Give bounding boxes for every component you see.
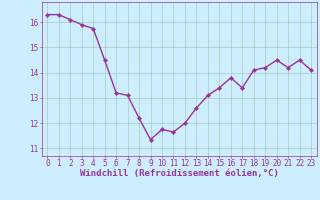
X-axis label: Windchill (Refroidissement éolien,°C): Windchill (Refroidissement éolien,°C): [80, 169, 279, 178]
